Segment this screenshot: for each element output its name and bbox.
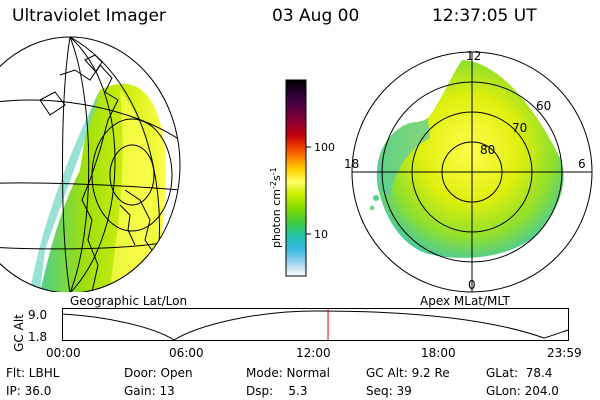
status-mode: Mode: Normal <box>246 366 330 380</box>
status-gain: Gain: 13 <box>124 384 175 398</box>
apex-panel-label: Apex MLat/MLT <box>420 294 510 308</box>
geographic-globe-panel <box>0 36 181 292</box>
lat-label-70: 70 <box>512 121 527 135</box>
colorbar-tick-10: 10 <box>314 228 328 241</box>
date-label: 03 Aug 00 <box>272 6 360 26</box>
gc-alt-curve <box>62 310 569 341</box>
timeline-tick-1200: 12:00 <box>296 346 331 360</box>
mlt-label-12: 12 <box>466 49 481 63</box>
timeline-tick-1800: 18:00 <box>421 346 456 360</box>
time-label: 12:37:05 UT <box>432 6 537 26</box>
timeline-tick-2359: 23:59 <box>547 346 582 360</box>
status-ip: IP: 36.0 <box>6 384 52 398</box>
status-glon: GLon: 204.0 <box>486 384 559 398</box>
colorbar-tick-100: 100 <box>314 141 335 154</box>
colorbar: 100 10 photon cm-2s-1 <box>269 79 335 277</box>
gc-alt-timeline <box>62 308 569 341</box>
timeline-y-max: 9.0 <box>28 308 48 322</box>
timeline-tick-0000: 00:00 <box>46 346 81 360</box>
status-seq: Seq: 39 <box>366 384 412 398</box>
lat-label-80: 80 <box>480 143 495 157</box>
mlt-label-0: 0 <box>468 278 476 292</box>
timeline-tick-0600: 06:00 <box>169 346 204 360</box>
status-filter: Flt: LBHL <box>6 366 60 380</box>
timeline-axis-label: GC Alt <box>12 314 26 352</box>
status-door: Door: Open <box>124 366 193 380</box>
lat-label-60: 60 <box>536 99 551 113</box>
status-dsp: Dsp: 5.3 <box>246 384 308 398</box>
colorbar-ramp <box>285 79 307 277</box>
mlt-label-6: 6 <box>578 157 586 171</box>
status-gc-alt: GC Alt: 9.2 Re <box>366 366 450 380</box>
polar-mlt-panel: 12 18 6 0 60 70 80 <box>344 49 593 293</box>
status-glat: GLat: 78.4 <box>486 366 553 380</box>
mlt-label-18: 18 <box>344 157 359 171</box>
colorbar-unit-label: photon cm-2s-1 <box>269 167 283 248</box>
instrument-title: Ultraviolet Imager <box>12 6 166 26</box>
geographic-panel-label: Geographic Lat/Lon <box>70 294 188 308</box>
timeline-y-min: 1.8 <box>28 330 48 344</box>
